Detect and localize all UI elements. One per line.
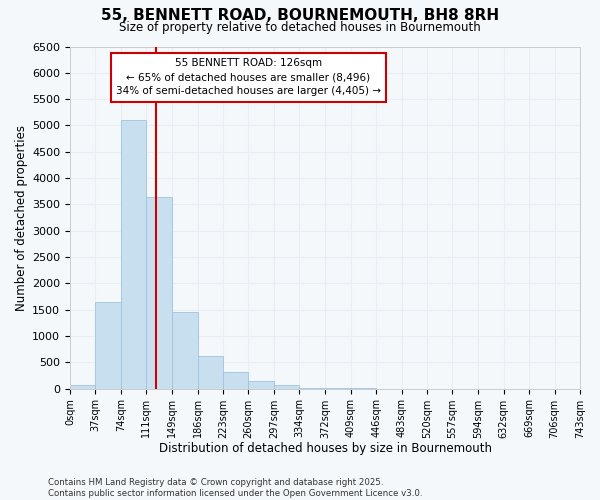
Text: Size of property relative to detached houses in Bournemouth: Size of property relative to detached ho… <box>119 21 481 34</box>
Bar <box>197 356 223 388</box>
Bar <box>95 302 121 388</box>
Text: Contains HM Land Registry data © Crown copyright and database right 2025.
Contai: Contains HM Land Registry data © Crown c… <box>48 478 422 498</box>
Bar <box>248 380 274 388</box>
Bar <box>146 196 172 388</box>
Text: 55 BENNETT ROAD: 126sqm
← 65% of detached houses are smaller (8,496)
34% of semi: 55 BENNETT ROAD: 126sqm ← 65% of detache… <box>116 58 381 96</box>
Bar <box>121 120 146 388</box>
Bar <box>223 372 248 388</box>
Bar <box>70 385 95 388</box>
Bar <box>172 312 197 388</box>
X-axis label: Distribution of detached houses by size in Bournemouth: Distribution of detached houses by size … <box>158 442 491 455</box>
Text: 55, BENNETT ROAD, BOURNEMOUTH, BH8 8RH: 55, BENNETT ROAD, BOURNEMOUTH, BH8 8RH <box>101 8 499 22</box>
Y-axis label: Number of detached properties: Number of detached properties <box>15 124 28 310</box>
Bar <box>274 386 299 388</box>
